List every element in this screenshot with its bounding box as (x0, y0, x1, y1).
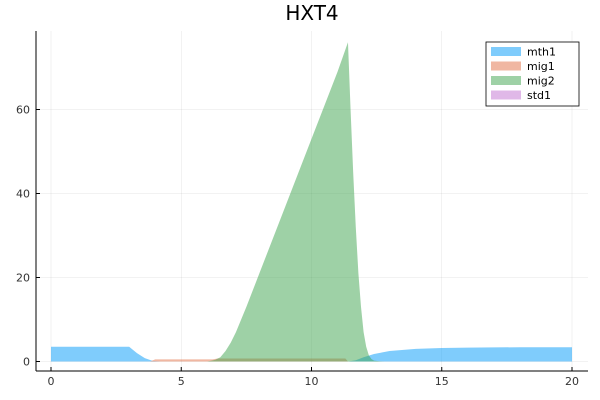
legend-swatch-mig1 (491, 61, 521, 71)
legend-swatch-mth1 (491, 47, 521, 56)
x-tick-label-3: 15 (435, 375, 449, 388)
area-mig2 (51, 42, 572, 362)
y-ticks: 0 20 40 60 (16, 104, 40, 369)
legend-label-mig1: mig1 (527, 60, 555, 73)
legend-label-mig2: mig2 (527, 75, 555, 88)
y-tick-label-2: 40 (16, 188, 30, 201)
plot-areas (51, 42, 572, 362)
y-tick-label-1: 20 (16, 272, 30, 285)
legend-label-std1: std1 (527, 89, 551, 102)
x-tick-label-1: 5 (178, 375, 185, 388)
legend-swatch-std1 (491, 90, 521, 100)
x-tick-label-2: 10 (305, 375, 319, 388)
x-tick-label-0: 0 (48, 375, 55, 388)
x-ticks: 0 5 10 15 20 (48, 367, 579, 388)
chart-title: HXT4 (285, 1, 338, 25)
legend-label-mth1: mth1 (527, 46, 556, 59)
area-mth1 (51, 346, 572, 362)
y-tick-label-3: 60 (16, 104, 30, 117)
legend-swatch-mig2 (491, 76, 521, 85)
x-tick-label-4: 20 (565, 375, 579, 388)
y-tick-label-0: 0 (23, 356, 30, 369)
